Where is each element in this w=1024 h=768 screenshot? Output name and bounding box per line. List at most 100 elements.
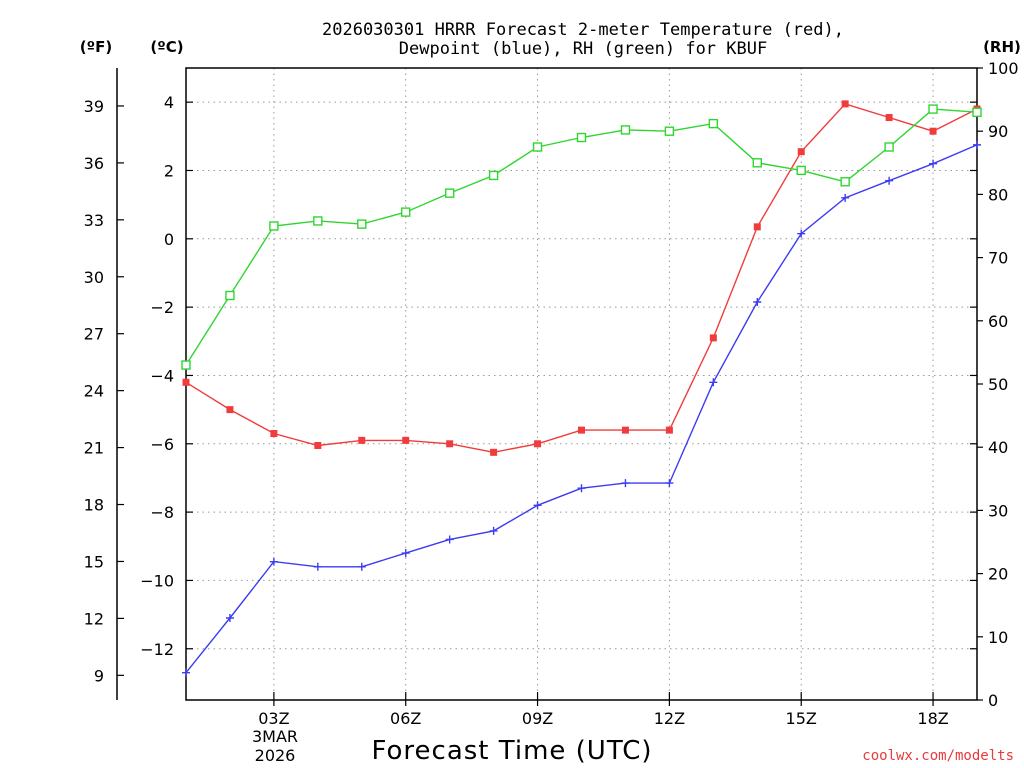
rh-point: [225, 290, 235, 301]
fahrenheit-tick-label: 21: [84, 439, 104, 458]
series-layer: [181, 100, 982, 677]
celsius-tick-label: 4: [164, 93, 174, 112]
fahrenheit-tick-label: 9: [94, 666, 104, 685]
rh-tick-label: 50: [988, 375, 1008, 394]
chart-title-line-2: Dewpoint (blue), RH (green) for KBUF: [399, 39, 767, 59]
temperature-point: [578, 426, 585, 434]
rh-tick-label: 80: [988, 185, 1008, 204]
dewpoint-point: [709, 378, 718, 387]
rh-point: [444, 188, 455, 198]
fahrenheit-tick-label: 39: [84, 97, 104, 116]
dewpoint-point: [357, 562, 366, 571]
rh-tick-label: 100: [988, 59, 1019, 78]
fahrenheit-tick-label: 33: [84, 211, 104, 230]
celsius-tick-label: −6: [150, 435, 174, 454]
temperature-point: [929, 127, 937, 135]
temperature-point: [226, 406, 234, 414]
temperature-point: [270, 430, 278, 438]
credit-text[interactable]: coolwx.com/modelts: [862, 748, 1014, 764]
dewpoint-point: [445, 535, 454, 544]
dewpoint-point: [621, 479, 630, 488]
dewpoint-point: [182, 668, 190, 677]
fahrenheit-tick-label: 18: [84, 496, 104, 515]
rh-point: [752, 158, 762, 168]
chart-title-line-1: 2026030301 HRRR Forecast 2-meter Tempera…: [322, 20, 844, 40]
rh-tick-label: 0: [988, 691, 998, 710]
date-label-year: 2026: [255, 746, 296, 765]
dewpoint-point: [753, 298, 762, 307]
dewpoint-point: [665, 479, 674, 488]
dewpoint-point: [885, 176, 894, 185]
celsius-tick-label: −10: [140, 571, 174, 590]
rh-tick-label: 90: [988, 122, 1008, 141]
x-axis-title: Forecast Time (UTC): [371, 736, 652, 766]
rh-tick-label: 70: [988, 249, 1008, 268]
dewpoint-point: [929, 159, 938, 168]
celsius-tick-label: −4: [150, 366, 174, 385]
celsius-tick-label: 0: [164, 230, 174, 249]
fahrenheit-tick-label: 27: [84, 325, 104, 344]
dewpoint-point: [269, 557, 278, 566]
temperature-point: [402, 436, 410, 444]
rh-point: [928, 104, 938, 114]
dewpoint-point: [489, 526, 498, 535]
dewpoint-point: [401, 549, 410, 558]
rh-point: [620, 125, 631, 135]
dewpoint-point: [577, 484, 586, 493]
rh-point: [269, 221, 279, 231]
temperature-point: [753, 223, 761, 231]
celsius-tick-label: −8: [150, 503, 174, 522]
temperature-point: [314, 441, 322, 449]
rh-point: [708, 118, 719, 129]
rh-tick-label: 60: [988, 312, 1008, 331]
temperature-point: [665, 426, 673, 434]
celsius-tick-label: 2: [164, 161, 174, 180]
temperature-point: [446, 440, 454, 448]
temperature-point: [885, 114, 893, 122]
rh-point: [972, 107, 982, 117]
dewpoint-point: [973, 140, 981, 149]
rh-point: [796, 165, 806, 176]
rh-point: [488, 170, 499, 181]
rh-point: [313, 216, 323, 226]
rh-point: [181, 360, 191, 370]
temperature-point: [841, 100, 849, 108]
rh-tick-label: 30: [988, 501, 1008, 520]
rh-tick-label: 20: [988, 565, 1008, 584]
fahrenheit-tick-label: 36: [84, 154, 104, 173]
temperature-point: [621, 426, 629, 434]
x-tick-label: 06Z: [390, 709, 421, 728]
x-tick-label: 12Z: [654, 709, 685, 728]
rh-tick-label: 40: [988, 438, 1008, 457]
celsius-tick-label: −12: [140, 640, 174, 659]
date-label-day: 3MAR: [252, 727, 298, 746]
fahrenheit-unit-label: (ºF): [80, 38, 112, 56]
dewpoint-point: [797, 229, 806, 238]
temperature-point: [797, 148, 805, 156]
rh-point: [576, 132, 587, 143]
x-tick-label: 09Z: [522, 709, 553, 728]
fahrenheit-tick-label: 24: [84, 382, 104, 401]
rh-point: [884, 142, 894, 152]
rh-point: [664, 126, 675, 136]
rh-point: [840, 177, 850, 187]
rh-point: [532, 142, 543, 152]
temperature-point: [709, 334, 717, 342]
temperature-point: [358, 436, 366, 444]
temperature-point: [534, 440, 542, 448]
dewpoint-point: [225, 614, 234, 623]
dewpoint-point: [313, 562, 322, 571]
x-tick-label: 03Z: [258, 709, 289, 728]
fahrenheit-tick-label: 12: [84, 609, 104, 628]
celsius-tick-label: −2: [150, 298, 174, 317]
rh-tick-label: 10: [988, 628, 1008, 647]
dewpoint-point: [841, 193, 850, 202]
temperature-point: [490, 448, 498, 456]
rh-point: [357, 219, 367, 229]
fahrenheit-tick-label: 30: [84, 268, 104, 287]
dewpoint-point: [533, 501, 542, 510]
rh-unit-label: (RH): [983, 38, 1021, 56]
fahrenheit-tick-label: 15: [84, 552, 104, 571]
